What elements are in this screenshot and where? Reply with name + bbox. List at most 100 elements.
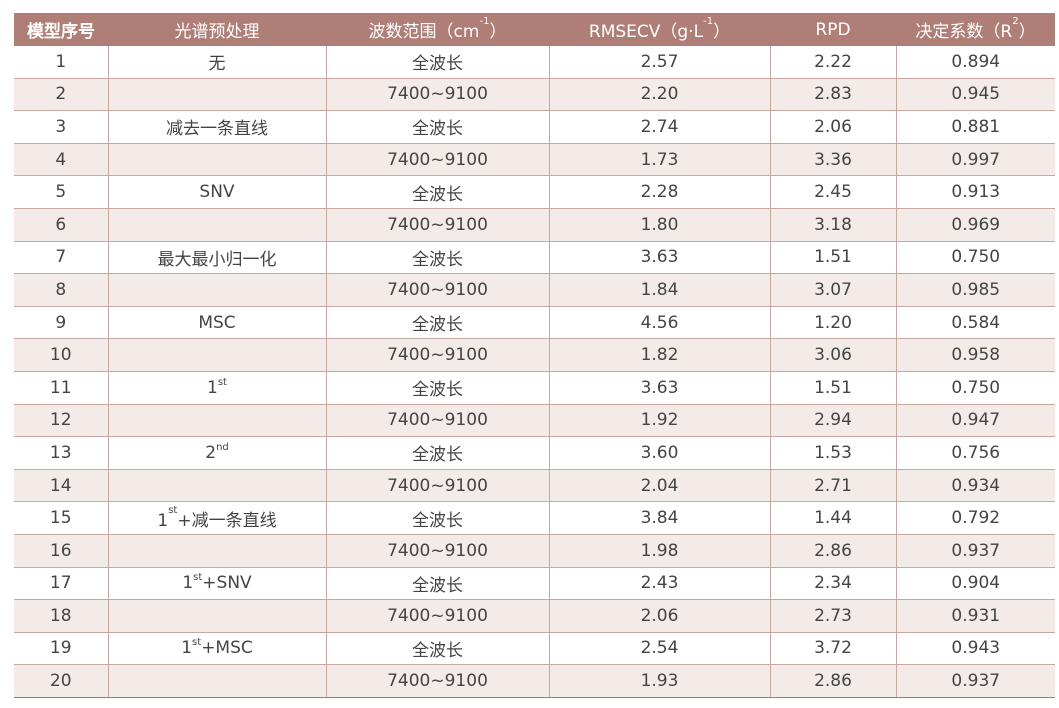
pre-rest: +MSC xyxy=(201,638,253,659)
cell-rmsecv: 1.84 xyxy=(548,273,770,307)
header-r2: 决定系数（R2） xyxy=(896,13,1055,46)
table-row: 9 MSC 全波长 4.56 1.20 0.584 xyxy=(14,306,1055,340)
cell-r2: 0.943 xyxy=(895,632,1055,666)
header-text: ） xyxy=(1018,22,1036,42)
pre-sup: st xyxy=(192,637,202,649)
cell-r2: 0.934 xyxy=(895,469,1055,503)
table-row: 20 7400~9100 1.93 2.86 0.937 xyxy=(14,664,1055,698)
cell-range: 全波长 xyxy=(325,241,549,275)
pre-rest: +SNV xyxy=(202,573,252,594)
cell-range: 全波长 xyxy=(325,46,549,79)
cell-model-id: 17 xyxy=(14,567,108,601)
results-table: 模型序号 光谱预处理 波数范围（cm-1） RMSECV（g·L-1） RPD … xyxy=(14,13,1055,698)
cell-model-id: 10 xyxy=(14,338,108,372)
cell-rmsecv: 2.28 xyxy=(548,175,770,209)
table-row: 14 7400~9100 2.04 2.71 0.934 xyxy=(14,469,1055,503)
cell-rpd: 3.36 xyxy=(769,143,896,177)
cell-r2: 0.894 xyxy=(895,46,1055,79)
header-rpd: RPD xyxy=(770,13,896,46)
pre-sup: st xyxy=(193,572,203,584)
cell-range: 全波长 xyxy=(325,567,549,601)
table-row: 2 7400~9100 2.20 2.83 0.945 xyxy=(14,78,1055,112)
pre-base: 1 xyxy=(182,573,194,594)
table-row: 17 1st+SNV 全波长 2.43 2.34 0.904 xyxy=(14,567,1055,601)
pre-rest: +减一条直线 xyxy=(177,510,277,531)
cell-r2: 0.750 xyxy=(895,241,1055,275)
cell-rmsecv: 1.73 xyxy=(548,143,770,177)
cell-r2: 0.931 xyxy=(895,599,1055,633)
cell-preprocessing xyxy=(107,534,326,568)
cell-model-id: 14 xyxy=(14,469,108,503)
cell-r2: 0.881 xyxy=(895,110,1055,144)
cell-r2: 0.750 xyxy=(895,371,1055,405)
cell-model-id: 12 xyxy=(14,404,108,438)
table-row: 10 7400~9100 1.82 3.06 0.958 xyxy=(14,338,1055,372)
table-row: 5 SNV 全波长 2.28 2.45 0.913 xyxy=(14,175,1055,209)
pre-base: MSC xyxy=(198,312,236,333)
pre-sup: nd xyxy=(216,441,229,453)
pre-base: 1 xyxy=(157,510,169,531)
cell-r2: 0.985 xyxy=(895,273,1055,307)
cell-preprocessing xyxy=(107,664,326,698)
pre-base: 1 xyxy=(207,377,218,398)
cell-model-id: 8 xyxy=(14,273,108,307)
cell-range: 7400~9100 xyxy=(325,599,549,633)
header-text: ） xyxy=(489,22,507,42)
cell-model-id: 5 xyxy=(14,175,108,209)
cell-range: 全波长 xyxy=(325,175,549,209)
header-text: 波数范围（cm xyxy=(368,22,480,42)
cell-range: 7400~9100 xyxy=(325,534,549,568)
cell-range: 全波长 xyxy=(325,632,549,666)
cell-range: 7400~9100 xyxy=(325,143,549,177)
cell-preprocessing: 1st+SNV xyxy=(107,567,326,601)
pre-sup: st xyxy=(168,504,178,516)
cell-r2: 0.947 xyxy=(895,404,1055,438)
cell-rpd: 2.86 xyxy=(769,534,896,568)
cell-rpd: 2.73 xyxy=(769,599,896,633)
table-row: 16 7400~9100 1.98 2.86 0.937 xyxy=(14,534,1055,568)
cell-rmsecv: 2.74 xyxy=(548,110,770,144)
cell-rpd: 1.44 xyxy=(769,501,896,535)
cell-model-id: 18 xyxy=(14,599,108,633)
pre-base: 减去一条直线 xyxy=(166,119,268,140)
cell-rpd: 2.34 xyxy=(769,567,896,601)
cell-rmsecv: 2.04 xyxy=(548,469,770,503)
cell-rpd: 3.07 xyxy=(769,273,896,307)
cell-model-id: 1 xyxy=(14,46,108,79)
cell-rmsecv: 3.60 xyxy=(548,436,770,470)
pre-base: SNV xyxy=(199,182,235,203)
cell-range: 全波长 xyxy=(325,371,549,405)
cell-model-id: 2 xyxy=(14,78,108,112)
cell-preprocessing xyxy=(107,599,326,633)
cell-rmsecv: 1.92 xyxy=(548,404,770,438)
header-model-id: 模型序号 xyxy=(14,13,108,46)
header-rmsecv: RMSECV（g·L-1） xyxy=(549,13,770,46)
cell-preprocessing xyxy=(107,208,326,242)
cell-model-id: 20 xyxy=(14,664,108,698)
cell-rpd: 3.06 xyxy=(769,338,896,372)
cell-rpd: 1.20 xyxy=(769,306,896,340)
cell-preprocessing xyxy=(107,338,326,372)
cell-range: 全波长 xyxy=(325,110,549,144)
pre-sup: st xyxy=(217,376,227,388)
cell-rpd: 2.06 xyxy=(769,110,896,144)
cell-rmsecv: 3.63 xyxy=(548,371,770,405)
table-row: 13 2nd 全波长 3.60 1.53 0.756 xyxy=(14,436,1055,470)
cell-rmsecv: 1.98 xyxy=(548,534,770,568)
table-row: 7 最大最小归一化 全波长 3.63 1.51 0.750 xyxy=(14,241,1055,275)
cell-preprocessing: 1st+MSC xyxy=(107,632,326,666)
cell-range: 7400~9100 xyxy=(325,469,549,503)
cell-preprocessing: 最大最小归一化 xyxy=(107,241,326,275)
cell-preprocessing: 2nd xyxy=(107,436,326,470)
cell-preprocessing: 无 xyxy=(107,46,326,79)
cell-rpd: 1.51 xyxy=(769,371,896,405)
cell-preprocessing xyxy=(107,273,326,307)
cell-model-id: 19 xyxy=(14,632,108,666)
cell-range: 全波长 xyxy=(325,501,549,535)
cell-model-id: 13 xyxy=(14,436,108,470)
table-row: 15 1st+减一条直线 全波长 3.84 1.44 0.792 xyxy=(14,501,1055,535)
table-row: 19 1st+MSC 全波长 2.54 3.72 0.943 xyxy=(14,632,1055,666)
header-range: 波数范围（cm-1） xyxy=(326,13,549,46)
cell-r2: 0.969 xyxy=(895,208,1055,242)
cell-rpd: 2.22 xyxy=(769,46,896,79)
